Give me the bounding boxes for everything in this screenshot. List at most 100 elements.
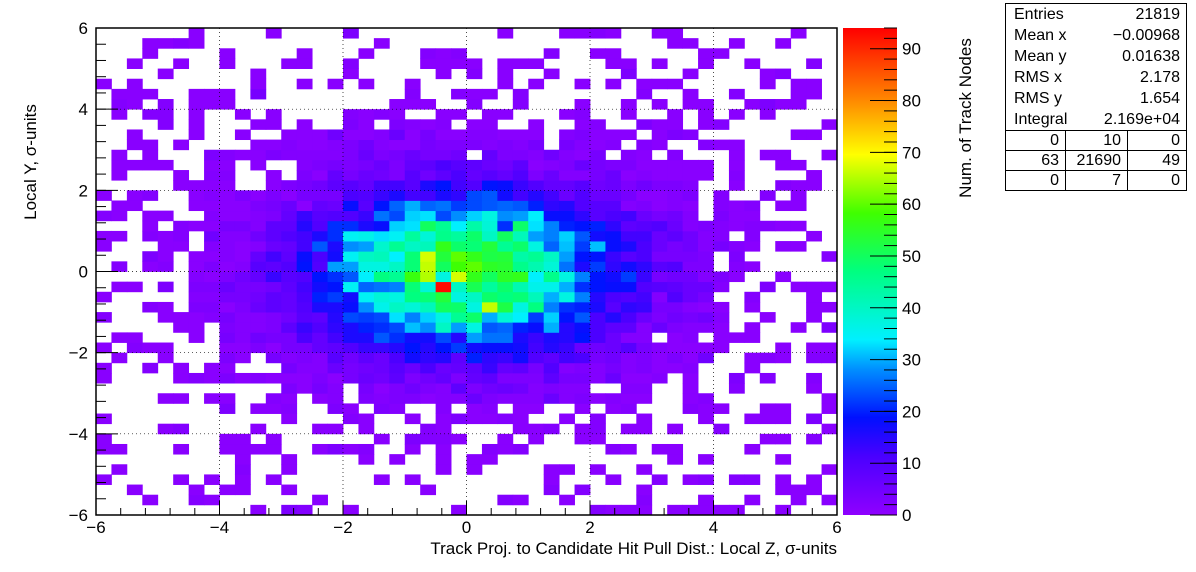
heatmap-cell (219, 433, 236, 445)
heatmap-cell (281, 322, 298, 333)
heatmap-cell (111, 200, 128, 212)
heatmap-cell (389, 99, 406, 110)
heatmap-cell (389, 383, 406, 394)
heatmap-cell (327, 301, 344, 313)
heatmap-cell (590, 48, 606, 59)
heatmap-cell (250, 261, 267, 272)
heatmap-cell (420, 99, 437, 110)
heatmap-cell (559, 352, 575, 364)
heatmap-cell (358, 109, 375, 120)
heatmap-cell (343, 261, 359, 272)
z-tick-label: 60 (902, 195, 921, 214)
heatmap-cell (296, 48, 313, 59)
heatmap-cell (281, 464, 298, 475)
heatmap-cell (682, 504, 699, 516)
heatmap-cell (466, 403, 483, 414)
heatmap-cell (188, 38, 205, 49)
heatmap-cell (343, 180, 359, 191)
heatmap-cell (759, 433, 776, 445)
heatmap-cell (543, 159, 560, 171)
heatmap-cell (574, 433, 591, 445)
heatmap-cell (713, 301, 730, 313)
heatmap-cell (728, 180, 745, 191)
heatmap-cell (574, 159, 591, 171)
heatmap-cell (373, 210, 390, 222)
heatmap-cell (234, 230, 251, 242)
heatmap-cell (528, 251, 545, 262)
heatmap-cell (559, 342, 575, 354)
heatmap-cell (435, 159, 452, 171)
heatmap-cell (451, 200, 467, 212)
heatmap-cell (713, 322, 730, 333)
heatmap-cell (312, 180, 328, 191)
heatmap-cell (111, 109, 128, 120)
heatmap-cell (620, 393, 637, 404)
heatmap-cell (682, 170, 699, 181)
heatmap-cell (173, 241, 190, 252)
heatmap-cell (590, 332, 606, 343)
heatmap-cell (404, 291, 421, 303)
heatmap-cell (173, 312, 190, 323)
heatmap-cell (806, 170, 822, 181)
heatmap-cell (481, 230, 498, 242)
heatmap-cell (343, 241, 359, 252)
heatmap-cell (466, 261, 483, 272)
heatmap-cell (420, 129, 437, 141)
heatmap-cell (481, 241, 498, 252)
heatmap-cell (389, 139, 406, 151)
heatmap-cell (651, 291, 668, 303)
heatmap-cell (234, 484, 251, 496)
heatmap-cell (497, 383, 514, 394)
heatmap-cell (343, 413, 359, 425)
heatmap-cell (389, 403, 406, 414)
heatmap-cell (173, 220, 190, 232)
heatmap-cell (281, 190, 298, 201)
heatmap-cell (250, 301, 267, 313)
heatmap-cell (559, 180, 575, 191)
heatmap-cell (497, 494, 514, 506)
heatmap-cell (744, 99, 761, 110)
heatmap-cell (528, 190, 545, 201)
heatmap-cell (636, 139, 653, 151)
heatmap-cell (821, 342, 838, 354)
heatmap-cell (296, 342, 313, 354)
heatmap-cell (728, 149, 745, 161)
heatmap-cell (281, 403, 298, 414)
heatmap-cell (559, 464, 575, 475)
heatmap-cell (296, 230, 313, 242)
heatmap-cell (312, 271, 328, 283)
heatmap-cell (698, 403, 714, 414)
heatmap-cell (188, 372, 205, 384)
heatmap-cell (466, 362, 483, 374)
heatmap-cell (281, 241, 298, 252)
heatmap-cell (435, 271, 452, 283)
heatmap-cell (605, 241, 622, 252)
heatmap-cell (204, 312, 220, 323)
heatmap-cell (420, 210, 437, 222)
heatmap-cell (806, 230, 822, 242)
z-tick-label: 20 (902, 402, 921, 421)
heatmap-cell (698, 352, 714, 364)
heatmap-cell (636, 281, 653, 293)
heatmap-cell (528, 281, 545, 293)
heatmap-cell (775, 68, 792, 80)
heatmap-cell (528, 261, 545, 272)
heatmap-cell (435, 383, 452, 394)
heatmap-cell (806, 312, 822, 323)
heatmap-cell (389, 322, 406, 333)
heatmap-cell (636, 352, 653, 364)
heatmap-cell (605, 220, 622, 232)
heatmap-cell (281, 251, 298, 262)
heatmap-cell (296, 78, 313, 90)
heatmap-cell (219, 220, 236, 232)
heatmap-cell (265, 210, 282, 222)
heatmap-cell (682, 190, 699, 201)
heatmap-cell (250, 281, 267, 293)
heatmap-cell (312, 332, 328, 343)
heatmap-cell (559, 170, 575, 181)
heatmap-cell (698, 99, 714, 110)
heatmap-cell (126, 129, 143, 141)
heatmap-cell (204, 494, 220, 506)
heatmap-cell (389, 230, 406, 242)
heatmap-cell (636, 78, 653, 90)
